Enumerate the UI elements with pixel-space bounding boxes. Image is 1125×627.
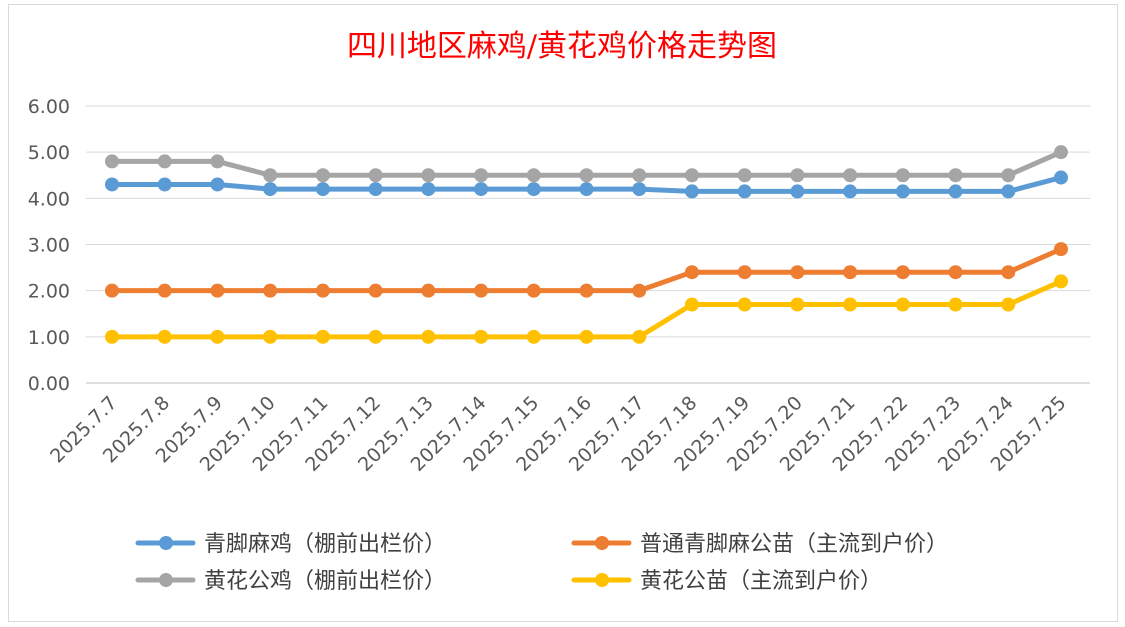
data-point — [579, 283, 594, 298]
data-point — [368, 283, 383, 298]
data-point — [526, 283, 541, 298]
y-tick-label: 2.00 — [28, 281, 70, 303]
data-point — [105, 283, 119, 298]
legend-label-3: 黄花公鸡（棚前出栏价） — [204, 569, 446, 594]
data-point — [737, 184, 752, 199]
data-point — [1054, 145, 1068, 160]
legend-marker-2 — [595, 536, 609, 550]
data-point — [157, 329, 172, 344]
data-point — [632, 182, 647, 197]
data-point — [105, 154, 119, 169]
data-point — [790, 297, 805, 312]
data-point — [948, 168, 963, 183]
data-point — [1001, 297, 1016, 312]
data-point — [210, 329, 225, 344]
data-point — [895, 265, 910, 280]
data-point — [526, 168, 541, 183]
data-point — [948, 184, 963, 199]
data-point — [157, 154, 172, 169]
y-tick-label: 3.00 — [28, 235, 70, 257]
data-point — [157, 283, 172, 298]
data-point — [1001, 265, 1016, 280]
data-point — [737, 168, 752, 183]
data-point — [474, 182, 489, 197]
legend-label-4: 黄花公苗（主流到户价） — [640, 569, 882, 594]
data-point — [368, 168, 383, 183]
data-point — [790, 168, 805, 183]
data-point — [895, 168, 910, 183]
data-point — [1001, 184, 1016, 199]
data-point — [684, 184, 699, 199]
data-point — [684, 168, 699, 183]
data-point — [684, 265, 699, 280]
data-point — [843, 168, 858, 183]
y-tick-label: 6.00 — [28, 96, 70, 118]
data-point — [843, 297, 858, 312]
legend-marker-3 — [159, 573, 173, 587]
data-point — [1001, 168, 1016, 183]
legend-marker-4 — [595, 573, 609, 587]
data-point — [948, 265, 963, 280]
data-point — [632, 329, 647, 344]
data-point — [421, 168, 436, 183]
data-point — [632, 283, 647, 298]
data-point — [579, 182, 594, 197]
chart-frame — [8, 4, 1118, 622]
data-point — [157, 177, 172, 192]
data-point — [526, 329, 541, 344]
data-point — [895, 184, 910, 199]
legend-label-1: 青脚麻鸡（棚前出栏价） — [204, 532, 446, 557]
data-point — [632, 168, 647, 183]
data-point — [210, 177, 225, 192]
data-point — [368, 182, 383, 197]
data-point — [105, 177, 119, 192]
y-tick-label: 5.00 — [28, 142, 70, 164]
data-point — [737, 297, 752, 312]
data-point — [474, 329, 489, 344]
data-point — [895, 297, 910, 312]
data-point — [421, 182, 436, 197]
data-point — [843, 184, 858, 199]
legend-label-2: 普通青脚麻公苗（主流到户价） — [640, 532, 948, 557]
data-point — [790, 265, 805, 280]
data-point — [315, 182, 330, 197]
y-tick-label: 0.00 — [28, 373, 70, 395]
data-point — [948, 297, 963, 312]
data-point — [263, 329, 278, 344]
data-point — [1054, 170, 1068, 185]
data-point — [579, 329, 594, 344]
data-point — [315, 168, 330, 183]
data-point — [368, 329, 383, 344]
data-point — [474, 168, 489, 183]
data-point — [315, 283, 330, 298]
y-tick-label: 4.00 — [28, 188, 70, 210]
data-point — [790, 184, 805, 199]
data-point — [263, 168, 278, 183]
data-point — [263, 283, 278, 298]
data-point — [210, 283, 225, 298]
chart-title: 四川地区麻鸡/黄花鸡价格走势图 — [347, 29, 777, 64]
data-point — [1054, 242, 1068, 257]
data-point — [579, 168, 594, 183]
data-point — [1054, 274, 1068, 289]
data-point — [526, 182, 541, 197]
data-point — [421, 329, 436, 344]
data-point — [105, 329, 119, 344]
data-point — [263, 182, 278, 197]
data-point — [474, 283, 489, 298]
y-tick-label: 1.00 — [28, 327, 70, 349]
data-point — [421, 283, 436, 298]
data-point — [315, 329, 330, 344]
data-point — [737, 265, 752, 280]
data-point — [843, 265, 858, 280]
data-point — [684, 297, 699, 312]
data-point — [210, 154, 225, 169]
legend-marker-1 — [159, 536, 173, 550]
